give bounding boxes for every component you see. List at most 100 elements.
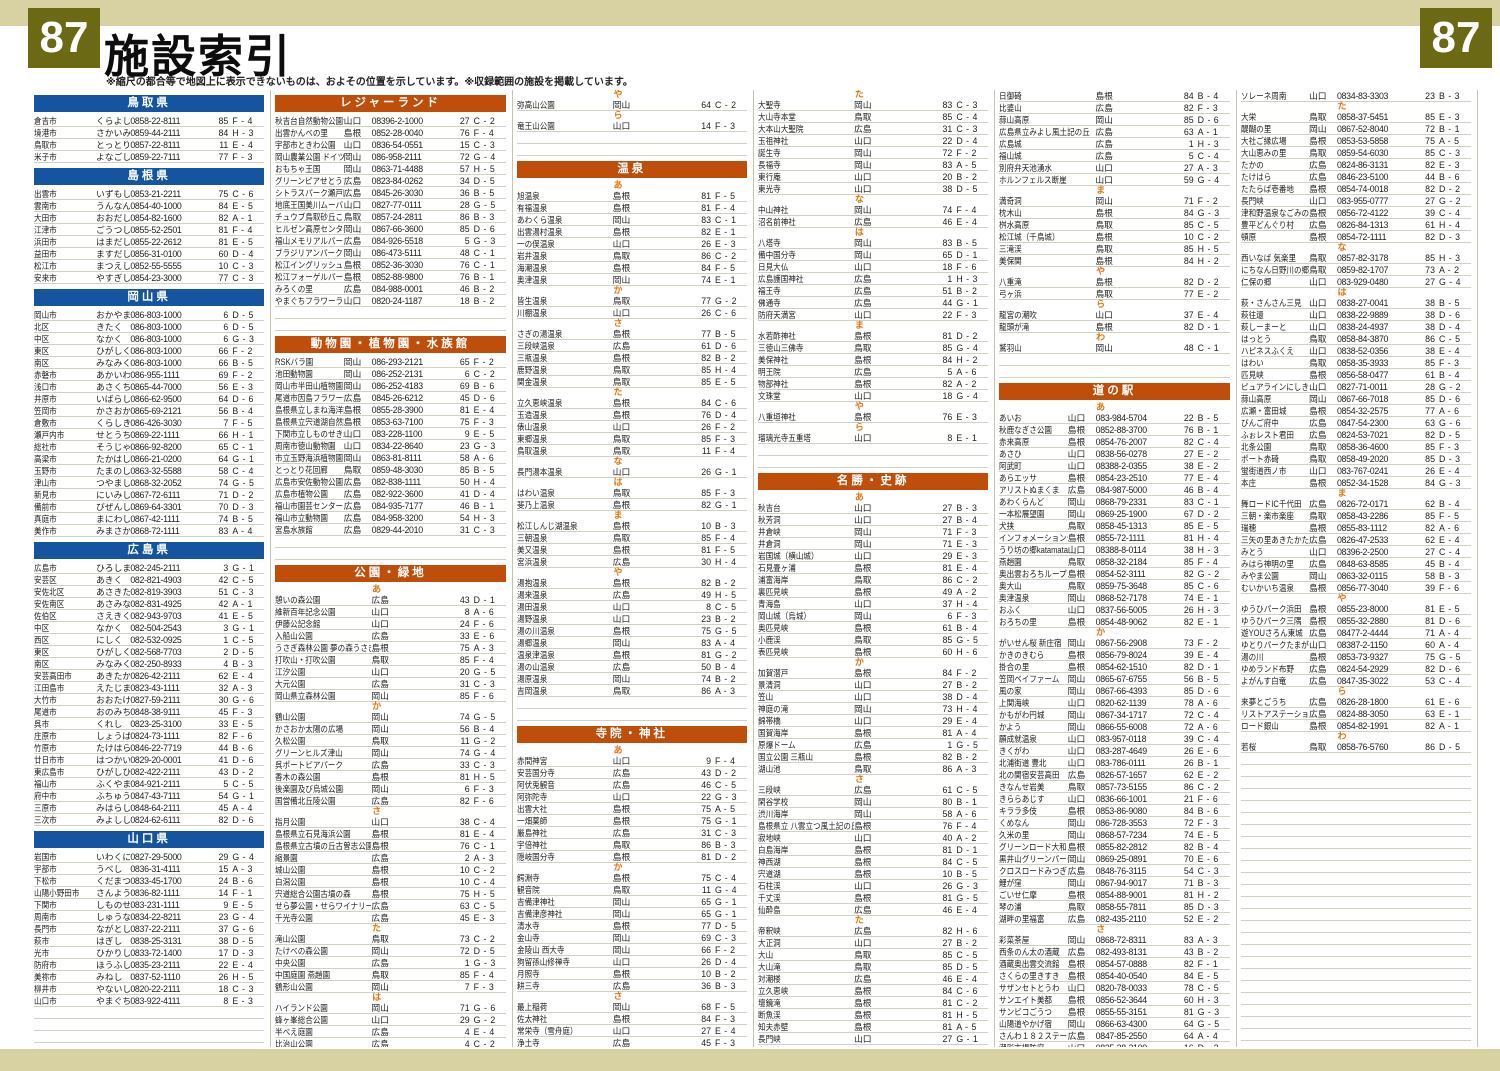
entry-phone: 0867-56-2908 [1095,637,1147,648]
entry-map-page: 38 [1183,544,1194,555]
entry-name: 三瓶温泉 [516,352,547,363]
entry-grid-ref: C - 5 [232,634,254,645]
entry-grid-ref: D - 6 [473,223,496,234]
entry-prefecture: 島根 [612,409,631,420]
entry-grid-ref: D - 6 [232,754,254,765]
entry-name: うさぎ森林公園 夢の森うさぎ [275,642,372,653]
entry-phone: 0837-56-5005 [1095,604,1147,615]
entry-map-page: 82 [1425,522,1435,533]
entry-grid-ref: G - 6 [232,694,255,705]
entry-map-page: 27 [942,679,953,690]
entry-name: 北区 [34,321,50,332]
index-row: きくがわ 山口 083-287-4649 26 E - 6 [999,745,1230,757]
index-row: 後楽園及び烏城公園 岡山 6 F - 3 [275,783,506,795]
entry-name: はわい温泉 [516,487,555,498]
entry-grid-ref: G - 3 [232,333,255,344]
entry-grid-ref: B - 5 [714,328,737,339]
entry-prefecture: 島根 [853,646,872,657]
entry-grid-ref: C - 3 [473,524,496,535]
entry-name: 東区 [34,646,50,657]
entry-reading: ふくやまし [96,778,131,789]
entry-name: 湯の山温泉 [516,661,555,672]
entry-name: 井倉洞 [757,538,781,549]
entry-name: あらエッサ [999,472,1038,483]
entry-phone: 086-803-1000 [130,345,182,356]
index-row: 北条公園 鳥取 0858-36-4600 85 F - 3 [1240,441,1471,453]
entry-map-page: 81 [942,727,953,738]
entry-prefecture: 山口 [343,115,362,126]
entry-map-page: 10 [701,968,711,979]
entry-grid-ref: E - 2 [1197,913,1219,924]
entry-phone: 0867-66-3600 [371,223,423,234]
entry-grid-ref: F - 3 [232,706,253,717]
entry-name: 耕三寺 [516,980,540,991]
entry-prefecture: 山口 [853,550,872,561]
entry-prefecture: 島根 [853,411,872,422]
entry-name: 松江しんじ湖温泉 [516,520,578,531]
entry-map-page: 82 [218,730,229,741]
entry-phone: 082-821-4903 [130,574,182,585]
entry-map-page: 26 [942,880,953,891]
entry-prefecture: 島根 [1308,720,1327,731]
entry-name: 石見畳ヶ浦 [757,562,796,573]
index-row: 大山 鳥取 85 C - 5 [757,949,989,961]
entry-map-page: 31 [701,827,711,838]
entry-prefecture: 山口 [1067,544,1086,555]
index-row: 隠岐国分寺 島根 81 D - 2 [516,851,747,863]
entry-map-page: 76 [701,409,711,420]
entry-grid-ref: B - 2 [956,679,978,690]
index-row: 阿弥陀寺 山口 22 G - 3 [516,791,747,803]
entry-map-page: 74 [1183,829,1194,840]
index-row: 指月公園 山口 38 C - 4 [275,816,506,828]
entry-name: とっとり花回廊 [275,464,329,475]
entry-grid-ref: D - 5 [1438,429,1461,440]
index-row: 断魚渓 島根 81 H - 5 [757,1009,989,1021]
blank-rule-line [275,307,506,319]
entry-grid-ref: F - 4 [714,202,736,213]
entry-grid-ref: B - 2 [714,352,737,363]
entry-phone: 086-728-3553 [1095,817,1147,828]
index-row: 萩しーまーと 山口 0838-24-4937 38 D - 4 [1240,321,1471,333]
index-row: たたらば壱番地 島根 0854-74-0018 82 D - 2 [1240,183,1471,195]
entry-name: 日見大仏 [757,261,789,272]
entry-map-page: 74 [459,747,470,758]
entry-grid-ref: E - 5 [232,899,254,910]
entry-grid-ref: G - 6 [473,1002,496,1013]
index-row: 大社ご縁広場 島根 0853-53-5858 75 A - 5 [1240,135,1471,147]
entry-prefecture: 島根 [853,378,872,389]
entry-prefecture: 島根 [612,499,631,510]
entry-grid-ref: B - 2 [714,968,737,979]
entry-name: 福山メモリアルパーク [275,235,344,246]
entry-prefecture: 岡山 [853,159,872,170]
entry-map-page: 46 [942,904,953,915]
entry-prefecture: 山口 [343,440,362,451]
entry-prefecture: 広島 [612,661,631,672]
index-row: 島根県立古墳の丘古曽志公園 島根 76 C - 1 [275,840,506,852]
entry-phone: 082-493-8131 [1095,946,1147,957]
entry-map-page: 82 [1183,321,1194,332]
entry-map-page: 85 [701,532,711,543]
entry-name: 倉敷市 [34,417,57,428]
entry-grid-ref: F - 5 [1438,510,1460,521]
index-row: 秋吉台 山口 27 B - 3 [757,502,989,514]
entry-name: 奥津温泉 [999,592,1030,603]
entry-map-page: 26 [701,956,711,967]
kana-divider: や [1096,266,1106,276]
index-row: 誕生寺 岡山 72 F - 2 [757,147,989,159]
entry-map-page: 68 [701,1001,711,1012]
entry-name: 酒蔵奥出雲交流館 [999,958,1060,969]
entry-grid-ref: E - 1 [714,226,737,237]
entry-phone: 0852-36-3030 [371,259,423,270]
entry-map-page: 85 [1425,510,1435,521]
entry-name: やまぐちフラワーランド [275,295,344,306]
entry-grid-ref: C - 5 [1197,982,1220,993]
entry-map-page: 38 [218,935,229,946]
entry-prefecture: 岡山 [1067,637,1086,648]
entry-prefecture: 鳥取 [853,574,872,585]
entry-name: 庄原市 [34,730,57,741]
entry-map-page: 29 [218,851,229,862]
index-row: 鶴山公園 岡山 74 G - 5 [275,711,506,723]
entry-grid-ref: E - 4 [1438,534,1461,545]
